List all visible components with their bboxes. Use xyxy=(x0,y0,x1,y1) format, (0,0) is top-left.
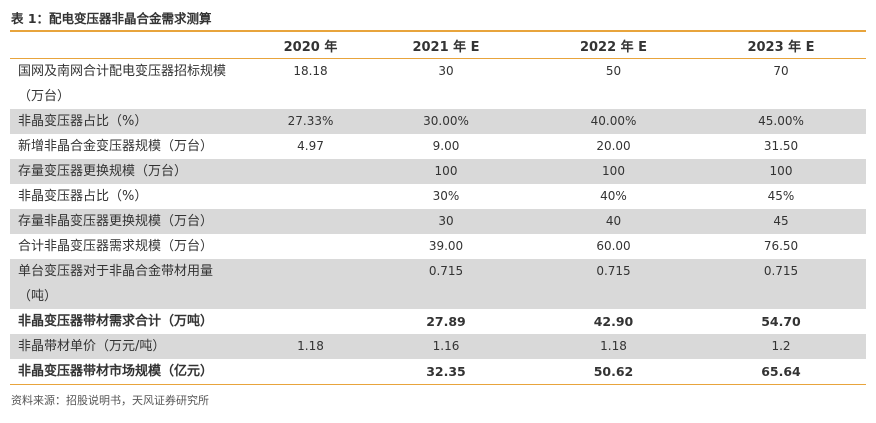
row-value: 27.89 xyxy=(426,314,466,329)
row-value xyxy=(260,184,361,209)
row-label: 非晶变压器带材需求合计（万吨） xyxy=(18,314,214,329)
row-value: 100 xyxy=(696,159,866,184)
row-value: 20.00 xyxy=(596,139,631,153)
row-value: 9.00 xyxy=(432,139,460,153)
row-label: 非晶带材单价（万元/吨） xyxy=(10,334,260,359)
row-label: 国网及南网合计配电变压器招标规模（万台） xyxy=(18,64,227,104)
table-row: 存量非晶变压器更换规模（万台） 30 40 45 xyxy=(10,209,866,234)
header-cell-2023e: 2023 年 E xyxy=(696,33,866,59)
header-cell-2020: 2020 年 xyxy=(260,33,361,59)
row-value: 60.00 xyxy=(596,239,631,253)
table-row: 非晶变压器占比（%） 27.33% 30.00% 40.00% 45.00% xyxy=(10,109,866,134)
row-value: 50.62 xyxy=(531,359,696,385)
row-value: 31.50 xyxy=(763,139,799,153)
row-value: 40% xyxy=(600,189,627,203)
row-value: 45 xyxy=(696,209,866,234)
table-row: 单台变压器对于非晶合金带材用量（吨） 0.715 0.715 0.715 xyxy=(10,259,866,309)
row-value: 39.00 xyxy=(428,239,464,253)
row-value: 70 xyxy=(773,64,789,78)
row-value: 1.16 xyxy=(361,334,531,359)
data-table: 2020 年 2021 年 E 2022 年 E 2023 年 E 国网及南网合… xyxy=(10,33,866,385)
table-row: 国网及南网合计配电变压器招标规模（万台） 18.18 30 50 70 xyxy=(10,59,866,110)
table-row: 非晶变压器带材市场规模（亿元） 32.35 50.62 65.64 xyxy=(10,359,866,385)
row-label: 非晶变压器占比（%） xyxy=(18,189,148,204)
row-label: 非晶变压器带材市场规模（亿元） xyxy=(10,359,260,385)
table-row: 合计非晶变压器需求规模（万台） 39.00 60.00 76.50 xyxy=(10,234,866,259)
row-value: 1.18 xyxy=(531,334,696,359)
row-value xyxy=(260,159,361,184)
row-value: 1.2 xyxy=(696,334,866,359)
top-rule xyxy=(10,30,866,32)
row-label: 合计非晶变压器需求规模（万台） xyxy=(18,239,214,254)
row-value: 0.715 xyxy=(696,259,866,309)
row-value: 1.18 xyxy=(260,334,361,359)
row-value: 100 xyxy=(361,159,531,184)
row-value: 30 xyxy=(361,209,531,234)
row-value: 65.64 xyxy=(696,359,866,385)
row-value xyxy=(260,209,361,234)
row-value: 100 xyxy=(531,159,696,184)
row-value: 30 xyxy=(438,64,454,78)
row-value: 50 xyxy=(605,64,622,78)
row-value: 54.70 xyxy=(761,314,801,329)
row-label: 存量非晶变压器更换规模（万台） xyxy=(10,209,260,234)
row-value: 27.33% xyxy=(260,109,361,134)
row-value: 4.97 xyxy=(297,139,324,153)
table-row: 非晶变压器带材需求合计（万吨） 27.89 42.90 54.70 xyxy=(10,309,866,334)
row-value: 42.90 xyxy=(593,314,634,329)
row-label: 新增非晶合金变压器规模（万台） xyxy=(18,139,214,154)
row-label: 单台变压器对于非晶合金带材用量（吨） xyxy=(10,259,260,309)
source-note: 资料来源：招股说明书，天风证券研究所 xyxy=(11,394,209,407)
row-value: 30.00% xyxy=(361,109,531,134)
row-value xyxy=(260,234,361,259)
row-value xyxy=(260,309,361,334)
row-value: 18.18 xyxy=(293,64,328,78)
row-value: 76.50 xyxy=(763,239,799,253)
row-label: 非晶变压器占比（%） xyxy=(10,109,260,134)
row-label: 存量变压器更换规模（万台） xyxy=(10,159,260,184)
row-value: 40.00% xyxy=(531,109,696,134)
table-caption: 表 1：配电变压器非晶合金需求测算 xyxy=(11,11,212,26)
table-row: 新增非晶合金变压器规模（万台） 4.97 9.00 20.00 31.50 xyxy=(10,134,866,159)
row-value: 45% xyxy=(767,189,795,203)
row-value: 32.35 xyxy=(361,359,531,385)
row-value xyxy=(260,259,361,309)
header-cell-2022e: 2022 年 E xyxy=(531,33,696,59)
table-row: 非晶变压器占比（%） 30% 40% 45% xyxy=(10,184,866,209)
row-value: 0.715 xyxy=(361,259,531,309)
row-value xyxy=(260,359,361,385)
header-row: 2020 年 2021 年 E 2022 年 E 2023 年 E xyxy=(10,33,866,59)
row-value: 30% xyxy=(432,189,460,203)
row-value: 40 xyxy=(531,209,696,234)
header-cell-label xyxy=(10,33,260,59)
row-value: 45.00% xyxy=(696,109,866,134)
header-cell-2021e: 2021 年 E xyxy=(361,33,531,59)
table-row: 存量变压器更换规模（万台） 100 100 100 xyxy=(10,159,866,184)
table-row: 非晶带材单价（万元/吨） 1.18 1.16 1.18 1.2 xyxy=(10,334,866,359)
row-value: 0.715 xyxy=(531,259,696,309)
